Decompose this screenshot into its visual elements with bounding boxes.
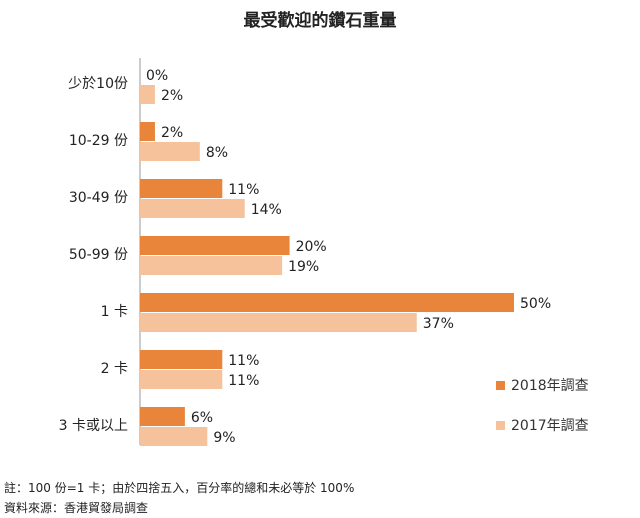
data-label: 0% — [146, 68, 168, 84]
legend-label-2017: 2017年調查 — [511, 418, 589, 434]
bar-2017年調查-2 — [140, 199, 245, 218]
legend-swatch-2017 — [496, 420, 505, 430]
data-label: 50% — [520, 296, 551, 312]
bar-2017年調查-5 — [140, 370, 223, 389]
chart-notes: 註：100 份=1 卡；由於四捨五入，百分率的總和未必等於 100% 資料來源：… — [4, 478, 354, 518]
data-label: 6% — [191, 410, 213, 426]
bar-2018年調查-1 — [140, 122, 155, 141]
source-note: 資料來源：香港貿發局調查 — [4, 501, 149, 515]
bar-2017年調查-3 — [140, 256, 283, 275]
category-label: 10-29 份 — [69, 133, 128, 149]
data-label: 20% — [296, 239, 327, 255]
legend-item-2018: 2018年調查 — [496, 372, 589, 398]
category-label: 少於10份 — [68, 76, 128, 92]
footnote: 註：100 份=1 卡；由於四捨五入，百分率的總和未必等於 100% — [4, 481, 355, 495]
data-label: 19% — [288, 259, 319, 275]
data-label: 8% — [206, 145, 228, 161]
bar-2018年調查-2 — [140, 179, 223, 198]
chart-legend: 2018年調查 2017年調查 — [496, 372, 589, 452]
category-label: 2 卡 — [101, 361, 128, 377]
data-label: 37% — [423, 316, 454, 332]
category-label: 1 卡 — [101, 304, 128, 320]
data-label: 14% — [251, 202, 282, 218]
bar-2017年調查-6 — [140, 427, 208, 446]
data-label: 2% — [161, 88, 183, 104]
category-label: 50-99 份 — [69, 247, 128, 263]
data-label: 2% — [161, 125, 183, 141]
data-label: 11% — [228, 353, 259, 369]
legend-swatch-2018 — [496, 380, 505, 390]
bar-2017年調查-1 — [140, 142, 200, 161]
bar-2018年調查-3 — [140, 236, 290, 255]
bar-2018年調查-5 — [140, 350, 223, 369]
bar-2017年調查-0 — [140, 85, 155, 104]
data-label: 9% — [213, 430, 235, 446]
data-label: 11% — [228, 182, 259, 198]
bar-2018年調查-4 — [140, 293, 514, 312]
category-label: 30-49 份 — [69, 190, 128, 206]
category-label: 3 卡或以上 — [59, 418, 128, 434]
bar-2018年調查-6 — [140, 407, 185, 426]
bar-2017年調查-4 — [140, 313, 417, 332]
legend-label-2018: 2018年調查 — [511, 378, 589, 394]
legend-item-2017: 2017年調查 — [496, 412, 589, 438]
chart-title: 最受歡迎的鑽石重量 — [243, 11, 397, 31]
data-label: 11% — [228, 373, 259, 389]
bar-chart: 少於10份 0% 2% 10-29 份 2% 8% 30-49 份 11% 14% 50-99 份… — [59, 58, 551, 446]
